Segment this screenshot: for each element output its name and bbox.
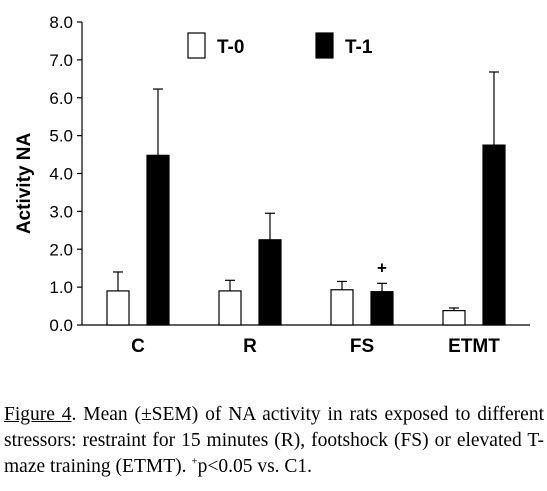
bar-t-1-c (146, 154, 170, 326)
y-tick-label: 1.0 (49, 278, 73, 297)
y-tick-label: 4.0 (49, 165, 73, 184)
legend-swatch-t-0 (187, 32, 206, 59)
caption-superscript: + (191, 455, 198, 468)
category-label: R (243, 336, 257, 357)
bar-t-1-fs (370, 291, 394, 326)
category-label: FS (350, 336, 374, 357)
caption-text: . Mean (±SEM) of NA activity in rats exp… (4, 404, 544, 477)
y-tick-label: 2.0 (49, 240, 73, 259)
y-axis-label: Activity NA (14, 133, 35, 235)
bar-t-0-r (218, 290, 242, 326)
caption-tail: p<0.05 vs. C1. (197, 456, 313, 477)
y-tick-label: 7.0 (49, 51, 73, 70)
significance-marker: + (377, 258, 387, 277)
y-tick-label: 0.0 (49, 316, 73, 335)
legend-label: T-0 (217, 37, 244, 58)
bar-t-0-etmt (442, 310, 466, 326)
bar-t-0-fs (330, 289, 354, 326)
legend-swatch-t-1 (315, 32, 334, 59)
y-tick-label: 5.0 (49, 127, 73, 146)
bar-t-1-r (258, 239, 282, 326)
category-label: ETMT (448, 336, 500, 357)
bar-t-0-c (106, 290, 130, 326)
category-label: C (131, 336, 145, 357)
figure-caption: Figure 4. Mean (±SEM) of NA activity in … (4, 402, 544, 480)
y-tick-label: 6.0 (49, 89, 73, 108)
legend-label: T-1 (345, 37, 373, 58)
caption-figure-ref: Figure 4 (4, 404, 72, 425)
y-tick-label: 3.0 (49, 202, 73, 221)
bar-t-1-etmt (482, 144, 506, 326)
y-tick-label: 8.0 (49, 13, 73, 32)
